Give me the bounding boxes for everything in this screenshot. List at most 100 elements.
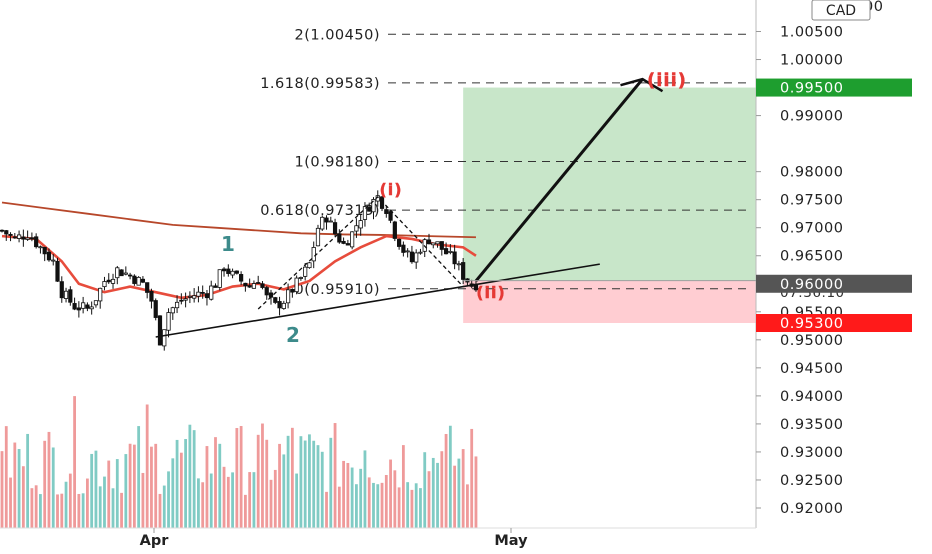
price-tick-label: 0.93500 [780, 417, 843, 433]
volume-bar [290, 427, 294, 528]
candle-body [256, 282, 261, 284]
volume-bar [329, 437, 333, 528]
volume-bar [39, 494, 42, 528]
volume-bar [380, 482, 384, 528]
price-tick-label: 0.95000 [780, 333, 843, 349]
candle-body [0, 229, 5, 232]
candle-body [388, 211, 393, 221]
candle-body [81, 302, 86, 309]
volume-bar [346, 462, 350, 528]
candle-body [38, 246, 43, 249]
candle-body [435, 241, 440, 245]
volume-bar [13, 442, 17, 528]
volume-bar [273, 469, 277, 528]
volume-bar [124, 454, 128, 528]
volume-bar [431, 457, 435, 528]
volume-bar [218, 443, 222, 528]
candle-body [200, 292, 205, 294]
volume-bar [90, 453, 94, 528]
volume-bar [316, 445, 320, 528]
volume-bar [359, 468, 363, 528]
volume-bar [337, 486, 341, 528]
candle-body [204, 293, 210, 299]
volume-bar [0, 451, 4, 528]
volume-bar [355, 484, 358, 528]
price-axis[interactable]: 1.01000CAD1.005001.000000.990000.980000.… [463, 0, 912, 528]
volume-bar [77, 493, 81, 528]
candle-body [358, 220, 363, 229]
volume-bar [137, 426, 141, 528]
volume-bar [107, 460, 111, 528]
candle-body [149, 290, 154, 302]
candles [0, 190, 479, 351]
time-tick-label: Apr [140, 533, 170, 549]
candle-body [110, 278, 116, 284]
volume-bar [43, 440, 47, 528]
volume-bar [64, 481, 68, 528]
wave-zigzag [257, 195, 464, 310]
candle-body [281, 302, 286, 309]
wave-labels: (i) (ii) (iii) 1 2 [221, 70, 686, 347]
volume-bar [376, 484, 380, 528]
candle-body [46, 251, 52, 261]
candle-body [29, 237, 34, 240]
candle-body [115, 267, 120, 279]
volume-bar [115, 459, 119, 528]
candle-body [379, 196, 385, 209]
volume-bar [205, 446, 209, 528]
ma-slow-line [1, 201, 476, 239]
volume-bar [201, 482, 205, 528]
candle-body [4, 230, 9, 235]
candle-body [426, 239, 432, 245]
candle-body [34, 236, 39, 248]
price-tick-label: 0.94000 [780, 389, 843, 405]
candle-body [392, 221, 397, 239]
candle-body [153, 300, 158, 318]
volume-bar [342, 460, 345, 528]
candle-body [140, 278, 146, 283]
volume-bar [197, 478, 200, 528]
candle-body [332, 222, 338, 235]
candle-body [307, 262, 312, 269]
volume-bar [303, 440, 307, 528]
volume-bar [162, 485, 166, 528]
candle-body [89, 306, 94, 310]
candle-body [414, 252, 419, 263]
symbol-box [811, 0, 871, 21]
stop-price-tag [756, 314, 912, 333]
candle-body [277, 301, 282, 309]
candle-body [21, 236, 26, 240]
candle-body [213, 285, 218, 288]
candle-body [247, 285, 252, 288]
volume-bar [73, 396, 76, 528]
candle-body [251, 283, 257, 289]
volume-bar [457, 458, 461, 528]
fib-label: 0(0.95910) [294, 282, 380, 298]
candle-body [448, 250, 453, 253]
candle-body [260, 283, 265, 288]
projection-arrowhead [620, 77, 664, 93]
volume-bar [363, 450, 367, 528]
volume-bar [98, 486, 102, 528]
volume-bar [320, 451, 324, 528]
candle-body [362, 206, 368, 220]
candle-body [324, 217, 329, 223]
candle-body [221, 268, 227, 272]
volume-bar [21, 466, 25, 528]
candle-body [230, 270, 235, 276]
candle-body [174, 301, 180, 309]
candle-body [294, 277, 299, 293]
candle-body [136, 276, 141, 286]
candle-body [443, 248, 449, 255]
position-zones [463, 87, 756, 324]
candle-body [187, 295, 192, 298]
volume-bar [214, 437, 217, 528]
time-axis[interactable]: Apr May [0, 527, 756, 549]
candle-body [303, 266, 308, 277]
candle-body [354, 225, 359, 232]
stop-zone [463, 280, 756, 324]
last-price-label: 0.96000 [780, 277, 843, 293]
time-tick-label: May [494, 533, 528, 549]
volume-bar [145, 404, 149, 528]
wave-number: 1 [221, 232, 235, 256]
